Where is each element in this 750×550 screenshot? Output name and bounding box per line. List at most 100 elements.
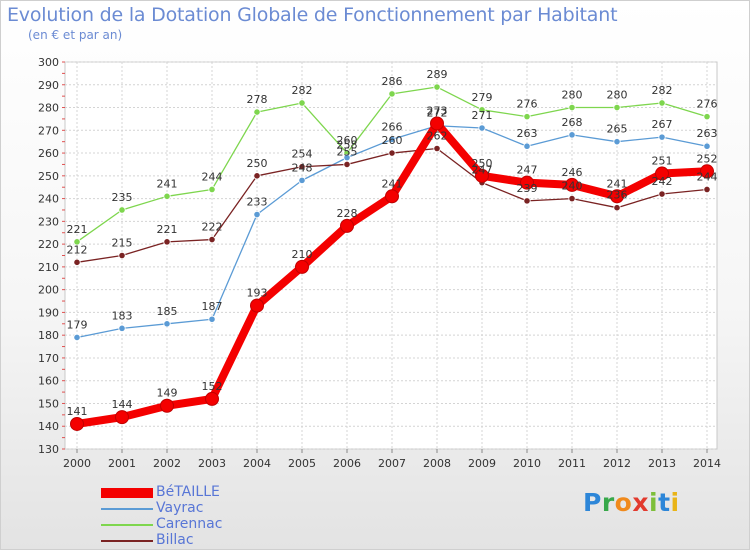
data-label: 210: [292, 248, 313, 261]
data-label: 260: [382, 134, 403, 147]
data-point: [568, 131, 576, 139]
data-label: 246: [562, 166, 583, 179]
data-point: [73, 333, 81, 342]
data-label: 251: [652, 155, 673, 168]
data-label: 258: [337, 139, 358, 152]
x-tick-label: 2001: [108, 457, 136, 470]
data-point: [658, 190, 666, 198]
data-label: 222: [202, 221, 223, 234]
y-tick-label: 260: [38, 147, 59, 160]
data-label: 255: [337, 145, 358, 158]
x-tick-label: 2007: [378, 457, 406, 470]
y-tick-label: 190: [38, 306, 59, 319]
data-point: [163, 192, 171, 200]
data-point: [343, 154, 351, 162]
data-label: 221: [67, 223, 88, 236]
data-point: [253, 108, 261, 116]
data-point: [703, 142, 711, 150]
data-label: 141: [67, 405, 88, 418]
data-label: 247: [517, 164, 538, 177]
data-label: 244: [697, 170, 718, 183]
data-point: [208, 235, 216, 244]
y-tick-label: 220: [38, 238, 59, 251]
data-label: 262: [427, 130, 448, 143]
data-label: 276: [697, 98, 718, 111]
series-vayrac: [73, 122, 711, 342]
x-tick-label: 2011: [558, 457, 586, 470]
data-label: 185: [157, 305, 178, 318]
legend-label-betaille: BéTAILLE: [156, 484, 220, 500]
data-label: 273: [427, 104, 448, 117]
data-label: 271: [472, 109, 493, 122]
data-point: [613, 204, 621, 212]
x-tick-label: 2003: [198, 457, 226, 470]
data-label: 193: [247, 287, 268, 300]
y-tick-label: 250: [38, 170, 59, 183]
data-point: [565, 177, 579, 192]
data-label: 263: [517, 127, 538, 140]
data-label: 179: [67, 318, 88, 331]
logo-letter: i: [670, 488, 680, 517]
data-label: 187: [202, 300, 223, 313]
data-point: [253, 210, 261, 219]
series-carennac: [73, 83, 711, 246]
data-label: 149: [157, 387, 178, 400]
data-point: [478, 124, 486, 132]
plot-area: [64, 61, 718, 450]
data-label: 272: [427, 107, 448, 120]
data-point: [388, 149, 396, 157]
data-point: [385, 189, 399, 204]
legend-swatch-carennac: [101, 524, 153, 526]
logo-letter: i: [649, 488, 659, 517]
data-point: [118, 206, 126, 214]
data-point: [613, 103, 621, 112]
data-label: 240: [562, 180, 583, 193]
x-tick-label: 2009: [468, 457, 496, 470]
data-point: [475, 168, 489, 183]
data-label: 266: [382, 120, 403, 133]
data-point: [115, 410, 129, 425]
proxiti-logo: Proxiti: [583, 488, 680, 517]
chart-title: Evolution de la Dotation Globale de Fonc…: [7, 4, 618, 26]
data-label: 247: [472, 164, 493, 177]
data-label: 239: [517, 182, 538, 195]
data-point: [295, 259, 309, 274]
data-point: [73, 258, 81, 266]
data-point: [568, 194, 576, 203]
legend-label-billac: Billac: [156, 532, 194, 548]
data-label: 276: [517, 98, 538, 111]
data-point: [118, 324, 126, 332]
data-label: 278: [247, 93, 268, 106]
logo-letter: P: [583, 488, 602, 517]
x-tick-label: 2012: [603, 457, 631, 470]
data-point: [388, 90, 396, 98]
data-label: 212: [67, 243, 88, 256]
data-label: 144: [112, 398, 133, 411]
x-tick-label: 2005: [288, 457, 316, 470]
data-label: 279: [472, 91, 493, 104]
data-label: 152: [202, 380, 223, 393]
data-point: [208, 185, 216, 194]
data-point: [610, 189, 624, 204]
series-btaille: [70, 116, 714, 431]
x-tick-label: 2004: [243, 457, 271, 470]
y-tick-label: 290: [38, 79, 59, 92]
logo-letter: x: [632, 488, 649, 517]
legend-label-carennac: Carennac: [156, 516, 223, 532]
data-label: 241: [607, 177, 628, 190]
data-label: 260: [337, 134, 358, 147]
data-point: [523, 142, 531, 150]
data-label: 267: [652, 118, 673, 131]
legend-swatch-vayrac: [101, 508, 153, 510]
y-tick-label: 210: [38, 261, 59, 274]
logo-letter: r: [601, 488, 615, 517]
data-label: 263: [697, 127, 718, 140]
data-point: [568, 103, 576, 112]
data-label: 282: [292, 84, 313, 97]
logo-letter: o: [614, 488, 633, 517]
data-point: [523, 113, 531, 121]
y-tick-label: 140: [38, 420, 59, 433]
y-tick-label: 270: [38, 124, 59, 137]
legend-swatch-billac: [101, 540, 153, 542]
